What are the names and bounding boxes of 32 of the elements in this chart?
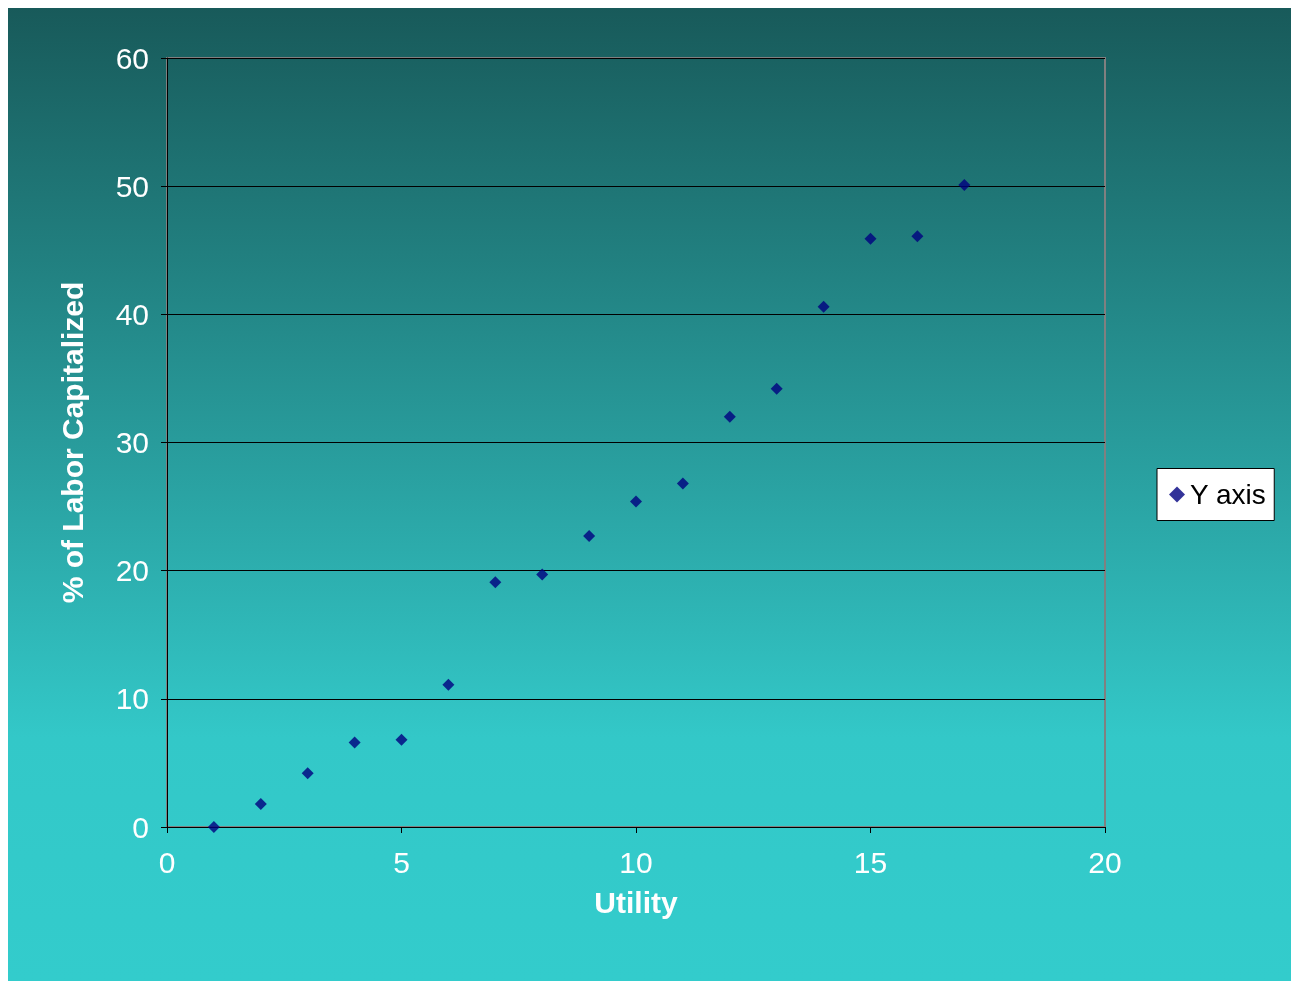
y-tick-label: 50 <box>115 169 149 203</box>
y-tick-label: 60 <box>115 41 149 75</box>
point <box>723 410 736 423</box>
y-tick-label: 10 <box>115 682 149 716</box>
point <box>395 733 408 746</box>
y-tick-label: 40 <box>115 297 149 331</box>
point <box>817 300 830 313</box>
point <box>536 568 549 581</box>
x-tick-label: 10 <box>619 845 653 879</box>
point <box>583 530 596 543</box>
point <box>442 678 455 691</box>
legend-label: Y axis <box>1190 479 1266 510</box>
point <box>489 576 502 589</box>
point <box>301 767 314 780</box>
x-tick-label: 0 <box>158 845 176 879</box>
point <box>254 797 267 810</box>
x-tick-label: 5 <box>393 845 410 879</box>
y-tick-label: 30 <box>115 426 149 459</box>
point <box>630 495 642 508</box>
x-tick-label: 15 <box>853 845 888 879</box>
point <box>770 382 783 395</box>
point <box>958 178 971 191</box>
x-tick-label: 20 <box>1088 845 1122 879</box>
point <box>348 736 361 749</box>
point <box>207 821 220 833</box>
point <box>911 230 924 243</box>
y-tick-label: 0 <box>132 810 149 844</box>
point <box>676 477 689 490</box>
y-tick-label: 20 <box>115 554 149 588</box>
x-axis-title: Utility <box>594 885 678 919</box>
point <box>864 232 877 245</box>
y-axis-title: % of Labor Capitalized <box>55 281 89 604</box>
